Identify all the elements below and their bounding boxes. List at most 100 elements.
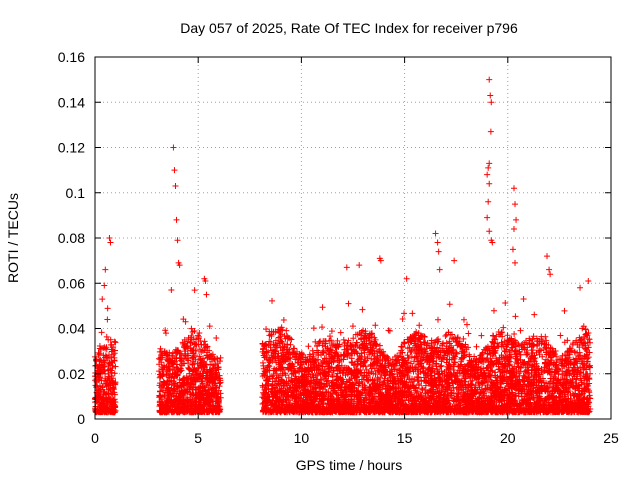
data-point [530,333,537,340]
data-point [502,348,509,355]
data-point-peak [168,287,175,294]
data-point [96,393,103,400]
data-point [185,334,192,341]
data-point [156,368,163,375]
data-point [207,353,214,360]
data-point [511,337,518,344]
data-point [260,399,267,406]
data-point [280,316,287,323]
data-point [167,370,174,377]
data-point [263,326,270,333]
data-point [109,409,116,416]
data-point [216,372,223,379]
data-point [520,295,527,302]
data-point [516,372,523,379]
data-point [517,356,524,363]
data-point [334,363,341,370]
data-point [112,347,119,354]
data-point [350,335,357,342]
data-point [192,407,199,414]
data-point [337,329,344,336]
data-point [451,398,458,405]
data-point [526,340,533,347]
data-point [533,360,540,367]
data-point [177,365,184,372]
data-point [190,391,197,398]
data-point [217,377,224,384]
data-point [105,386,112,393]
data-point [369,381,376,388]
data-point [184,399,191,406]
data-point [166,388,173,395]
data-point [96,345,103,352]
data-point [542,333,549,340]
data-point [539,353,546,360]
data-point [394,373,401,380]
data-point [111,370,118,377]
data-point [189,402,196,409]
data-point [316,370,323,377]
data-point-peak [104,316,111,323]
data-point [164,404,171,411]
data-point-peak [101,282,108,289]
data-point [179,391,186,398]
data-point [206,408,213,415]
data-point-peak [174,237,181,244]
data-point [207,402,214,409]
data-point [189,328,196,335]
data-point [162,389,169,396]
data-point [465,330,472,337]
data-point [97,367,104,374]
data-point [446,301,453,308]
data-point [269,297,276,304]
data-point [96,400,103,407]
data-point [513,368,520,375]
data-point [206,347,213,354]
data-point [561,307,568,314]
data-point [195,392,202,399]
data-point [345,337,352,344]
data-point [337,374,344,381]
data-point [196,346,203,353]
data-point [282,370,288,377]
data-point [198,349,205,356]
data-point [96,383,103,390]
data-point [168,352,175,359]
data-point [490,307,497,314]
data-point [205,387,212,394]
data-point [528,343,535,350]
data-point [345,300,352,307]
data-point [217,406,224,413]
data-point-peak [171,167,178,174]
data-point [193,370,200,377]
data-point [527,337,534,344]
data-point [188,347,195,354]
data-point [206,353,213,360]
data-point [183,386,190,393]
data-point [279,347,286,354]
data-point [261,352,268,359]
data-point [203,369,210,376]
data-point [454,389,461,396]
data-point-peak [176,262,183,269]
data-point [463,321,470,328]
data-point [416,322,423,329]
data-point [418,385,425,392]
data-point-peak [107,239,114,246]
data-point-peak [203,291,210,298]
data-point [573,337,580,344]
data-point [549,345,556,352]
data-point [582,385,589,392]
data-point [111,338,118,345]
data-point [389,356,396,363]
data-point [569,368,576,375]
data-point [179,401,186,408]
data-point [181,336,188,343]
data-point [157,345,164,352]
data-point-peak [172,182,179,189]
data-point [349,323,356,330]
data-point [203,391,210,398]
data-point [175,405,182,412]
data-point [545,341,552,348]
